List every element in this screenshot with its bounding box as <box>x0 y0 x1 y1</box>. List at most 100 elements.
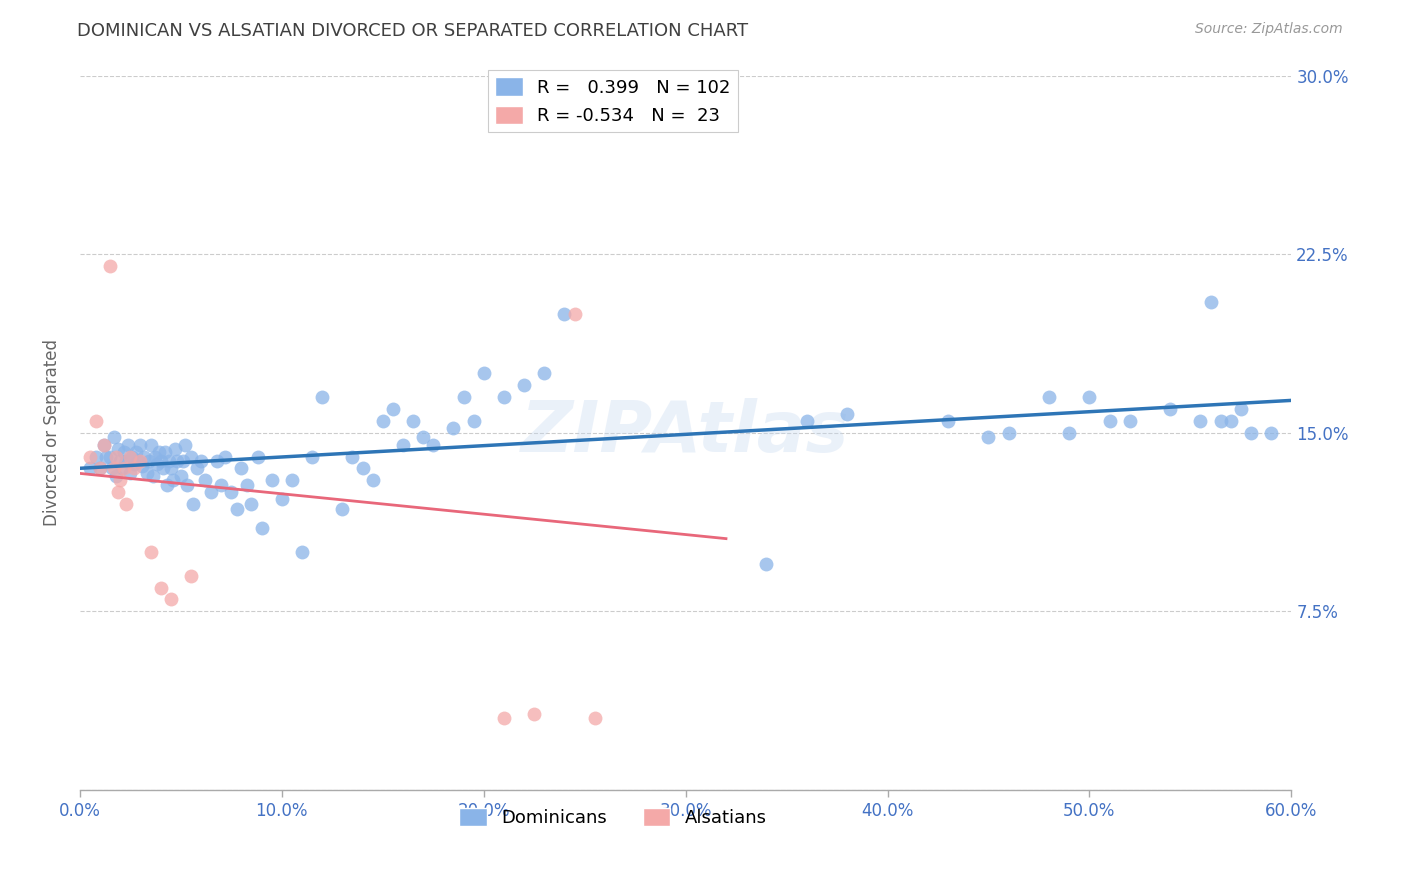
Point <box>260 474 283 488</box>
Y-axis label: Divorced or Separated: Divorced or Separated <box>44 339 60 526</box>
Point <box>120 450 142 464</box>
Point <box>205 454 228 468</box>
Point <box>153 444 176 458</box>
Point <box>143 450 166 464</box>
Point <box>1119 414 1142 428</box>
Point <box>392 437 415 451</box>
Point <box>166 454 188 468</box>
Point <box>1038 390 1060 404</box>
Point <box>103 430 125 444</box>
Point <box>149 581 172 595</box>
Point <box>936 414 959 428</box>
Point <box>837 407 859 421</box>
Point <box>301 450 323 464</box>
Point <box>523 706 546 721</box>
Point <box>180 450 202 464</box>
Point <box>120 466 142 480</box>
Point <box>564 307 586 321</box>
Point <box>214 450 236 464</box>
Point <box>236 478 259 492</box>
Point <box>270 492 292 507</box>
Point <box>200 485 222 500</box>
Point <box>240 497 263 511</box>
Point <box>1159 401 1181 416</box>
Point <box>553 116 575 130</box>
Point <box>107 485 129 500</box>
Point <box>422 437 444 451</box>
Point <box>755 557 778 571</box>
Point <box>152 461 174 475</box>
Point <box>180 568 202 582</box>
Point <box>125 444 148 458</box>
Point <box>157 454 180 468</box>
Point <box>163 442 186 457</box>
Point <box>533 366 555 380</box>
Point <box>1240 425 1263 440</box>
Point <box>93 437 115 451</box>
Point <box>115 454 138 468</box>
Point <box>381 401 404 416</box>
Point <box>342 450 364 464</box>
Text: Source: ZipAtlas.com: Source: ZipAtlas.com <box>1195 22 1343 37</box>
Point <box>148 444 170 458</box>
Point <box>135 466 157 480</box>
Point <box>492 711 515 725</box>
Point <box>1098 414 1121 428</box>
Point <box>1230 401 1253 416</box>
Point <box>149 454 172 468</box>
Point <box>796 414 818 428</box>
Point <box>79 450 101 464</box>
Point <box>463 414 485 428</box>
Point <box>1260 425 1282 440</box>
Point <box>129 437 152 451</box>
Point <box>156 478 179 492</box>
Point <box>194 474 217 488</box>
Point <box>127 454 149 468</box>
Point <box>311 390 333 404</box>
Point <box>209 478 232 492</box>
Point <box>112 461 135 475</box>
Point <box>352 461 374 475</box>
Point <box>170 468 193 483</box>
Point <box>110 474 132 488</box>
Point <box>1209 414 1232 428</box>
Point <box>159 592 181 607</box>
Point <box>1057 425 1080 440</box>
Point <box>115 497 138 511</box>
Point <box>139 545 162 559</box>
Point <box>412 430 434 444</box>
Point <box>176 478 198 492</box>
Point <box>371 414 394 428</box>
Point <box>105 468 128 483</box>
Point <box>159 461 181 475</box>
Point <box>138 454 160 468</box>
Point <box>172 454 194 468</box>
Point <box>226 502 249 516</box>
Point <box>111 461 134 475</box>
Point <box>84 414 107 428</box>
Text: ZIPAtlas: ZIPAtlas <box>522 398 849 467</box>
Point <box>98 450 121 464</box>
Point <box>124 457 146 471</box>
Point <box>291 545 314 559</box>
Point <box>453 390 475 404</box>
Point <box>94 450 117 464</box>
Point <box>402 414 425 428</box>
Point <box>330 502 353 516</box>
Point <box>112 444 135 458</box>
Point <box>513 378 536 392</box>
Point <box>997 425 1019 440</box>
Point <box>110 454 132 468</box>
Point <box>190 454 212 468</box>
Point <box>129 454 152 468</box>
Point <box>583 711 606 725</box>
Point <box>134 450 156 464</box>
Point <box>173 437 195 451</box>
Point <box>250 521 273 535</box>
Point <box>121 450 143 464</box>
Text: DOMINICAN VS ALSATIAN DIVORCED OR SEPARATED CORRELATION CHART: DOMINICAN VS ALSATIAN DIVORCED OR SEPARA… <box>77 22 748 40</box>
Point <box>131 458 153 473</box>
Point <box>142 468 165 483</box>
Point <box>98 259 121 273</box>
Point <box>93 437 115 451</box>
